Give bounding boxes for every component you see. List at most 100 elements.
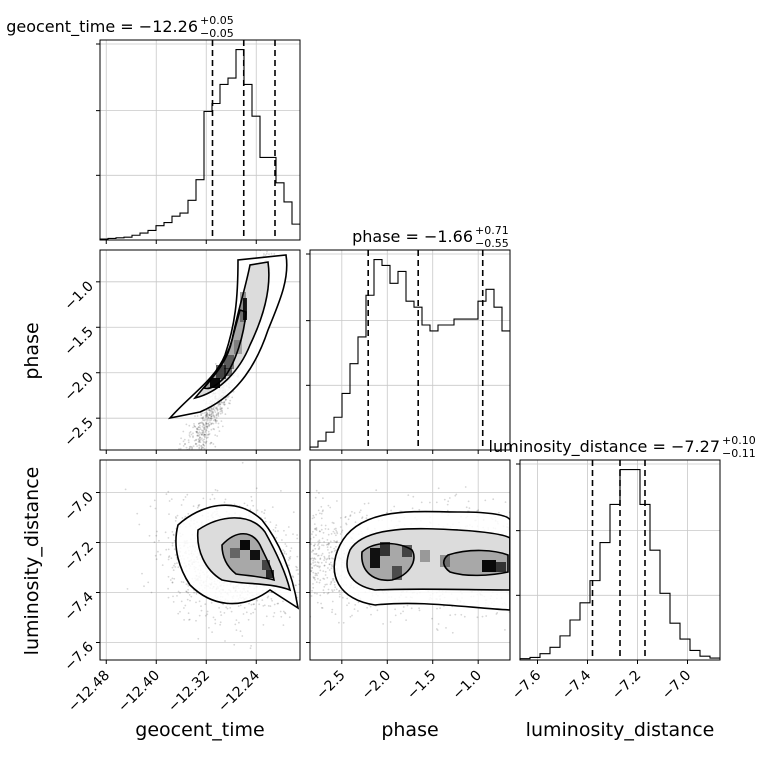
sample-point — [208, 409, 211, 411]
sample-point — [437, 487, 440, 490]
sample-point — [202, 431, 205, 434]
sample-point — [167, 596, 170, 599]
y-tick-label: −7.4 — [61, 589, 96, 624]
sample-point — [202, 424, 205, 427]
sample-point — [295, 565, 297, 568]
y-axis-label-luminosity-distance: luminosity_distance — [21, 467, 43, 656]
sample-point — [214, 411, 217, 413]
sample-point — [330, 580, 333, 583]
sample-point — [198, 600, 201, 603]
sample-point — [288, 556, 291, 559]
sample-point — [316, 561, 319, 563]
sample-point — [311, 589, 313, 592]
sample-point — [222, 401, 225, 404]
sample-point — [288, 564, 290, 567]
sample-point — [204, 434, 206, 436]
sample-point — [492, 498, 495, 501]
sample-point — [204, 431, 207, 434]
sample-point — [203, 426, 206, 429]
sample-point — [182, 498, 185, 501]
contour-level-3 — [361, 542, 509, 581]
sample-point — [172, 569, 175, 572]
sample-point — [243, 607, 246, 609]
sample-point — [268, 253, 270, 256]
sample-point — [251, 499, 253, 502]
sample-point — [310, 563, 313, 565]
sample-point — [214, 418, 217, 421]
sample-point — [206, 413, 209, 415]
sample-point — [322, 589, 325, 592]
sample-point — [199, 428, 202, 431]
sample-point — [318, 492, 320, 494]
sample-point — [314, 558, 317, 560]
sample-point — [197, 438, 200, 441]
sample-point — [447, 500, 450, 503]
sample-point — [332, 558, 335, 560]
x-tick-label: −1.5 — [404, 668, 439, 703]
sample-point — [276, 602, 279, 605]
sample-point — [218, 430, 221, 432]
sample-point — [323, 578, 326, 580]
sample-point — [187, 588, 190, 591]
sample-point — [485, 615, 488, 617]
sample-point — [327, 543, 330, 546]
sample-point — [174, 566, 177, 568]
sample-point — [312, 562, 314, 564]
sample-point — [217, 426, 220, 429]
sample-point — [316, 601, 319, 604]
sample-point — [207, 416, 210, 419]
sample-point — [407, 494, 410, 496]
sample-point — [201, 418, 204, 420]
sample-point — [465, 506, 468, 509]
sample-point — [291, 575, 294, 577]
title-phase-plus: +0.71 — [475, 224, 509, 237]
sample-point — [204, 434, 207, 436]
sample-point — [219, 403, 222, 406]
sample-point — [202, 423, 205, 425]
sample-point — [197, 434, 199, 436]
sample-point — [323, 592, 325, 594]
sample-point — [326, 576, 329, 579]
sample-point — [203, 433, 206, 436]
panel-geocent_time-luminosity_distance: −12.48 −12.40 −12.32 −12.24−7.0−7.2−7.4−7.6 — [61, 459, 301, 715]
sample-point — [363, 502, 366, 505]
sample-point — [321, 544, 323, 546]
sample-point — [412, 495, 415, 498]
sample-point — [203, 428, 206, 431]
sample-point — [328, 557, 331, 560]
sample-point — [229, 402, 231, 405]
panel-background — [100, 40, 300, 240]
sample-point — [196, 428, 199, 431]
sample-point — [313, 544, 316, 547]
sample-point — [205, 416, 207, 419]
sample-point — [198, 440, 201, 443]
sample-point — [188, 434, 191, 436]
sample-point — [317, 540, 320, 543]
sample-point — [187, 612, 190, 615]
sample-point — [224, 399, 227, 401]
sample-point — [331, 608, 334, 611]
sample-point — [155, 534, 158, 537]
sample-point — [213, 415, 215, 418]
sample-point — [167, 558, 170, 561]
sample-point — [198, 439, 201, 442]
sample-point — [314, 574, 317, 577]
sample-point — [325, 543, 328, 546]
x-tick-label: −12.24 — [215, 667, 263, 715]
density-fill-inner — [222, 533, 274, 580]
contour-level-1 — [175, 504, 300, 610]
sample-point — [214, 618, 217, 621]
sample-point — [203, 426, 206, 428]
sample-point — [153, 541, 156, 543]
sample-point — [193, 423, 195, 425]
sample-point — [192, 426, 195, 429]
sample-point — [317, 565, 320, 568]
panel-geocent_time-geocent_time — [96, 39, 301, 244]
sample-point — [190, 446, 193, 448]
sample-point — [136, 512, 139, 515]
sample-point — [233, 643, 236, 646]
sample-point — [208, 409, 211, 411]
sample-point — [284, 612, 287, 615]
sample-point — [270, 252, 273, 255]
y-tick-label: −7.0 — [61, 489, 96, 524]
